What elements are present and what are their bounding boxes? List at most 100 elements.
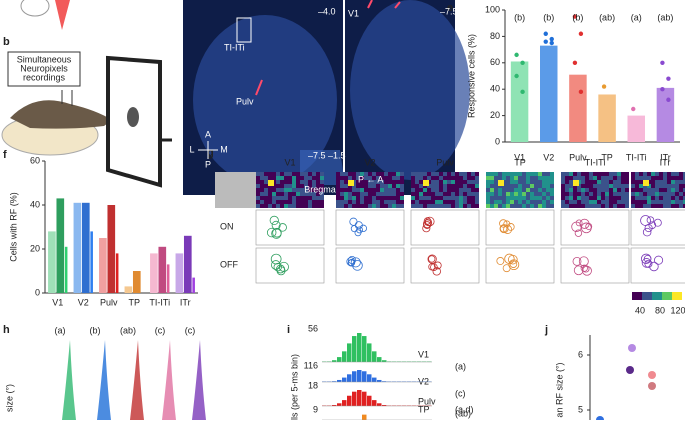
rf-outline: [276, 264, 285, 274]
heatmap-cell: [372, 172, 376, 176]
heatmap-cell: [683, 176, 685, 180]
heatmap-cell: [475, 204, 479, 208]
heatmap-cell: [260, 188, 264, 192]
colorbar: [632, 292, 642, 300]
heatmap-cell: [344, 192, 348, 196]
heatmap-cell: [264, 200, 268, 204]
heatmap-cell: [352, 172, 356, 176]
data-point: [626, 366, 634, 374]
heatmap-cell: [550, 172, 554, 176]
heatmap-cell: [597, 188, 601, 192]
heatmap-cell: [625, 200, 629, 204]
y-max-label: 9: [313, 404, 318, 414]
rf-outline: [654, 255, 664, 265]
rf-outline: [350, 257, 361, 268]
heatmap-cell: [292, 204, 296, 208]
heatmap-cell: [455, 184, 459, 188]
heatmap-cell: [518, 192, 522, 196]
heatmap-cell: [431, 204, 435, 208]
heatmap-cell: [475, 192, 479, 196]
data-point: [666, 97, 671, 102]
heatmap-cell: [388, 196, 392, 200]
bar: [150, 253, 158, 293]
heatmap-cell: [455, 188, 459, 192]
heatmap-cell: [308, 192, 312, 196]
heatmap-cell: [561, 176, 565, 180]
data-point: [572, 60, 578, 65]
heatmap-cell: [663, 204, 667, 208]
heatmap-cell: [463, 196, 467, 200]
heatmap-cell: [639, 176, 643, 180]
heatmap-cell: [296, 196, 300, 200]
heatmap-cell: [312, 172, 316, 176]
heatmap-cell: [605, 184, 609, 188]
y-tick-label: 20: [30, 243, 40, 253]
heatmap-cell: [316, 192, 320, 196]
heatmap-cell: [494, 176, 498, 180]
heatmap-cell: [502, 200, 506, 204]
rf-outline: [642, 227, 652, 237]
heatmap-cell: [663, 176, 667, 180]
heatmap-cell: [585, 188, 589, 192]
heatmap-cell: [635, 188, 639, 192]
heatmap-cell: [561, 200, 565, 204]
heatmap-cell: [514, 188, 518, 192]
heatmap-cell: [655, 180, 659, 184]
heatmap-cell: [663, 192, 667, 196]
heatmap-cell: [372, 196, 376, 200]
heatmap-cell: [522, 204, 526, 208]
heatmap-cell: [639, 196, 643, 200]
heatmap-cell: [613, 192, 617, 196]
heatmap-cell: [471, 204, 475, 208]
rf-outline: [273, 262, 282, 272]
heatmap-cell: [621, 180, 625, 184]
heatmap-cell: [336, 196, 340, 200]
heatmap-cell: [360, 200, 364, 204]
rf-outline: [496, 257, 505, 265]
heatmap-cell: [475, 184, 479, 188]
heatmap-cell: [635, 204, 639, 208]
heatmap-cell: [643, 176, 647, 180]
heatmap-cell: [573, 192, 577, 196]
rf-frame: [630, 247, 685, 284]
heatmap-cell: [526, 200, 530, 204]
heatmap-cell: [435, 200, 439, 204]
heatmap-cell: [380, 176, 384, 180]
heatmap-cell: [546, 204, 550, 208]
roi: [236, 17, 252, 43]
heatmap-cell: [396, 200, 400, 204]
heatmap-cell: [534, 204, 538, 208]
group-label: (a): [55, 325, 66, 335]
heatmap-cell: [376, 196, 380, 200]
heatmap-cell: [272, 192, 276, 196]
panel-letter: i: [287, 324, 290, 336]
heatmap-cell: [400, 188, 404, 192]
heatmap-cell: [427, 200, 431, 204]
data-point: [520, 60, 525, 65]
hist-bar: [352, 336, 357, 362]
hist-bar: [382, 405, 387, 406]
y-tick-label: 60: [30, 155, 40, 165]
heatmap-cell: [427, 196, 431, 200]
bar: [656, 87, 675, 142]
heatmap-cell: [581, 196, 585, 200]
heatmap-cell: [256, 184, 260, 188]
heatmap-cell: [613, 188, 617, 192]
heatmap-cell: [415, 200, 419, 204]
heatmap-cell: [364, 176, 368, 180]
heatmap-cell: [667, 188, 671, 192]
heatmap-cell: [439, 196, 443, 200]
heatmap-cell: [415, 172, 419, 176]
heatmap-cell: [526, 184, 530, 188]
heatmap-cell: [392, 184, 396, 188]
heatmap-cell: [675, 196, 679, 200]
heatmap-cell: [565, 204, 569, 208]
heatmap-cell: [550, 188, 554, 192]
heatmap-cell: [671, 176, 675, 180]
heatmap-cell: [573, 176, 577, 180]
heatmap-cell: [467, 204, 471, 208]
heatmap-cell: [585, 180, 589, 184]
heatmap-cell: [320, 176, 324, 180]
heatmap-cell: [368, 204, 372, 208]
